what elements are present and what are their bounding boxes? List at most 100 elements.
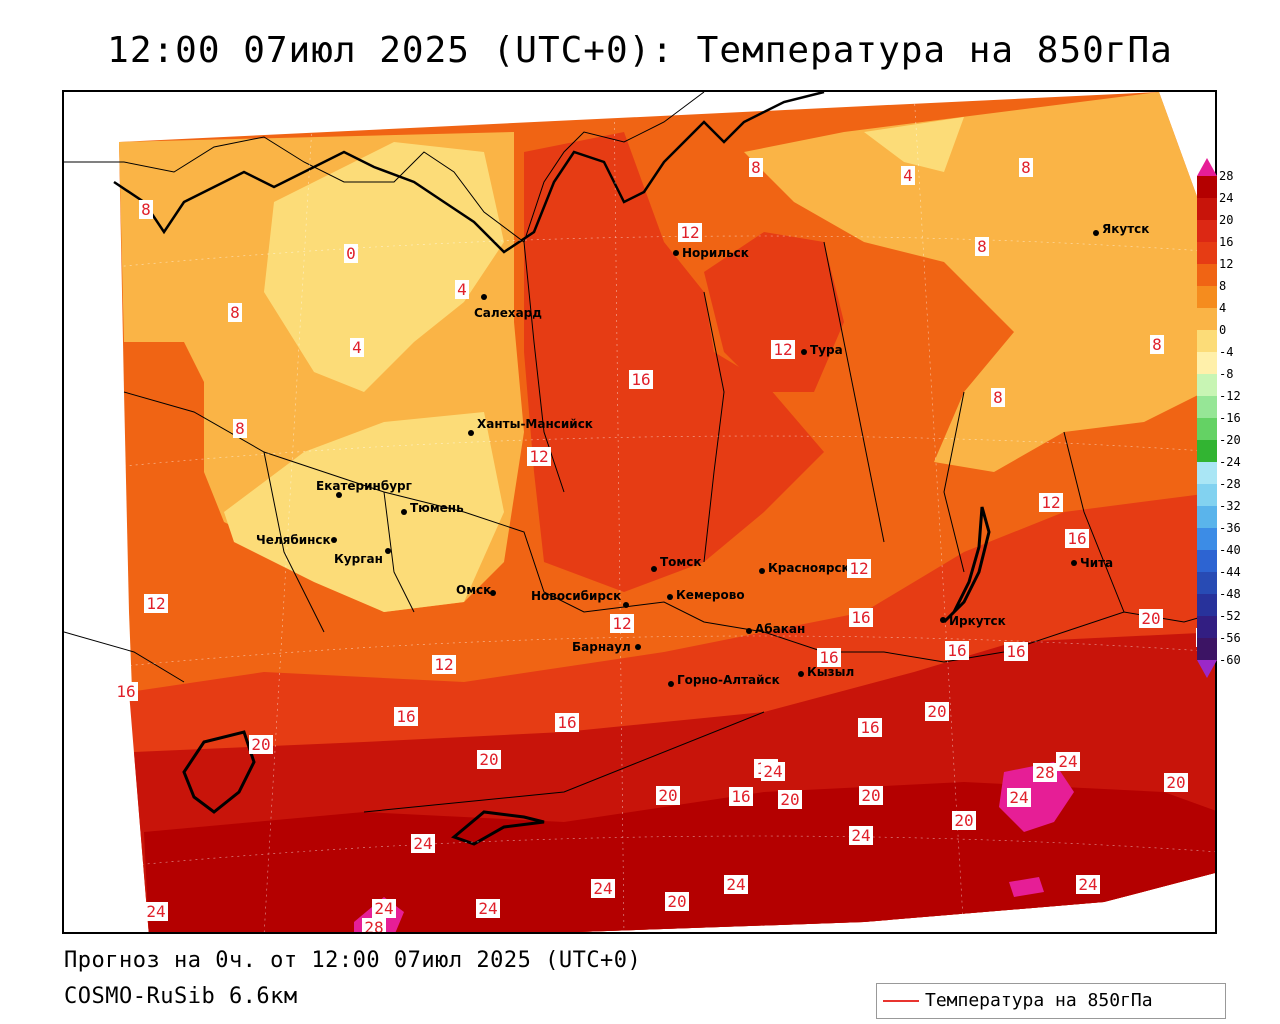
- svg-text:16: 16: [860, 718, 879, 737]
- city-khanty-mansiysk: Ханты-Мансийск: [468, 417, 593, 436]
- colorbar-tick-label: 12: [1219, 257, 1234, 271]
- isotherm-label: 16: [394, 707, 418, 726]
- city-tyumen: Тюмень: [401, 501, 464, 515]
- svg-text:12: 12: [146, 594, 165, 613]
- colorbar-segment: [1197, 242, 1217, 265]
- svg-text:24: 24: [478, 899, 497, 918]
- city-label: Новосибирск: [531, 589, 621, 603]
- colorbar-tick-label: -56: [1219, 631, 1241, 645]
- svg-text:4: 4: [903, 166, 913, 185]
- svg-text:20: 20: [927, 702, 946, 721]
- colorbar-tick-label: 4: [1219, 301, 1227, 315]
- city-label: Чита: [1080, 556, 1113, 570]
- isotherm-label: 20: [859, 786, 883, 805]
- colorbar-tick-label: 28: [1219, 169, 1234, 183]
- colorbar-tick-label: -24: [1219, 455, 1241, 469]
- isotherm-label: 12: [610, 614, 634, 633]
- colorbar-tick-label: -40: [1219, 543, 1241, 557]
- colorbar-segment: [1197, 352, 1217, 375]
- svg-text:24: 24: [374, 899, 393, 918]
- colorbar-segment: [1197, 264, 1217, 287]
- svg-text:24: 24: [851, 826, 870, 845]
- city-label: Горно-Алтайск: [677, 673, 780, 687]
- temperature-map: Норильск Салехард Тура Якутск Ханты-Манс…: [64, 92, 1215, 934]
- legend-label: Температура на 850гПа: [925, 990, 1153, 1011]
- colorbar-segment: [1197, 594, 1217, 617]
- svg-text:20: 20: [780, 790, 799, 809]
- svg-text:8: 8: [1021, 158, 1031, 177]
- svg-text:24: 24: [763, 762, 782, 781]
- colorbar-segment: [1197, 484, 1217, 507]
- city-chelyabinsk: Челябинск: [256, 533, 337, 547]
- colorbar-segment: [1197, 572, 1217, 595]
- isotherm-label: 16: [555, 713, 579, 732]
- svg-text:24: 24: [146, 902, 165, 921]
- isotherm-label: 16: [858, 718, 882, 737]
- city-yekaterinburg: Екатеринбург: [316, 479, 412, 498]
- isotherm-label: 20: [665, 892, 689, 911]
- city-label: Омск: [456, 583, 491, 597]
- svg-text:16: 16: [631, 370, 650, 389]
- svg-text:16: 16: [116, 682, 135, 701]
- isotherm-label: 16: [629, 370, 653, 389]
- city-label: Томск: [660, 555, 702, 569]
- isotherm-label: 0: [344, 244, 358, 263]
- isotherm-label: 24: [849, 826, 873, 845]
- isotherm-label: 8: [749, 158, 763, 177]
- isotherm-label: 20: [1139, 609, 1163, 628]
- isotherm-label: 4: [901, 166, 915, 185]
- svg-text:8: 8: [751, 158, 761, 177]
- isotherm-label: 28: [1033, 763, 1057, 782]
- model-name: COSMO-RuSib 6.6км: [64, 984, 298, 1009]
- isotherm-label: 12: [678, 223, 702, 242]
- colorbar-tick-label: -48: [1219, 587, 1241, 601]
- svg-text:12: 12: [773, 340, 792, 359]
- svg-text:16: 16: [557, 713, 576, 732]
- svg-text:12: 12: [680, 223, 699, 242]
- isotherm-label: 12: [1039, 493, 1063, 512]
- svg-text:28: 28: [364, 918, 383, 934]
- graticule: [64, 92, 1215, 932]
- svg-text:16: 16: [396, 707, 415, 726]
- coastline-thick: [113, 92, 825, 254]
- city-kyzyl: Кызыл: [798, 665, 854, 679]
- isotherm-label: 24: [724, 875, 748, 894]
- city-label: Салехард: [474, 306, 542, 320]
- borders: [64, 92, 1215, 813]
- isotherm-label: 20: [249, 735, 273, 754]
- colorbar-tick-label: -4: [1219, 345, 1234, 359]
- isotherm-label: 16: [114, 682, 138, 701]
- band-16-20-center: [524, 132, 824, 592]
- isotherm-label: 4: [350, 338, 364, 357]
- city-label: Кызыл: [807, 665, 854, 679]
- colorbar-segment: [1197, 286, 1217, 309]
- city-label: Тура: [810, 343, 843, 357]
- isotherm-label: 20: [778, 790, 802, 809]
- colorbar-tick-label: -28: [1219, 477, 1241, 491]
- svg-text:20: 20: [1141, 609, 1160, 628]
- isotherm-label: 24: [1056, 752, 1080, 771]
- svg-text:16: 16: [947, 641, 966, 660]
- colorbar: [1197, 158, 1217, 678]
- isotherm-label: 16: [1065, 529, 1089, 548]
- isotherm-label: 8: [991, 388, 1005, 407]
- city-label: Кемерово: [676, 588, 745, 602]
- isotherm-label: 4: [455, 280, 469, 299]
- colorbar-tick-label: -12: [1219, 389, 1241, 403]
- svg-text:24: 24: [1009, 788, 1028, 807]
- colorbar-tick-label: 24: [1219, 191, 1234, 205]
- band-0-4-west: [264, 142, 504, 392]
- colorbar-tick-label: -36: [1219, 521, 1241, 535]
- svg-text:12: 12: [529, 447, 548, 466]
- isotherm-label: 24: [411, 834, 435, 853]
- svg-text:8: 8: [1152, 335, 1162, 354]
- colorbar-tick-label: -8: [1219, 367, 1234, 381]
- city-barnaul: Барнаул: [572, 640, 641, 654]
- cities: Норильск Салехард Тура Якутск Ханты-Манс…: [256, 222, 1149, 687]
- isotherm-label: 16: [817, 648, 841, 667]
- colorbar-segment: [1197, 550, 1217, 573]
- svg-text:24: 24: [1078, 875, 1097, 894]
- svg-text:24: 24: [413, 834, 432, 853]
- isotherm-label: 20: [1164, 773, 1188, 792]
- svg-text:20: 20: [954, 811, 973, 830]
